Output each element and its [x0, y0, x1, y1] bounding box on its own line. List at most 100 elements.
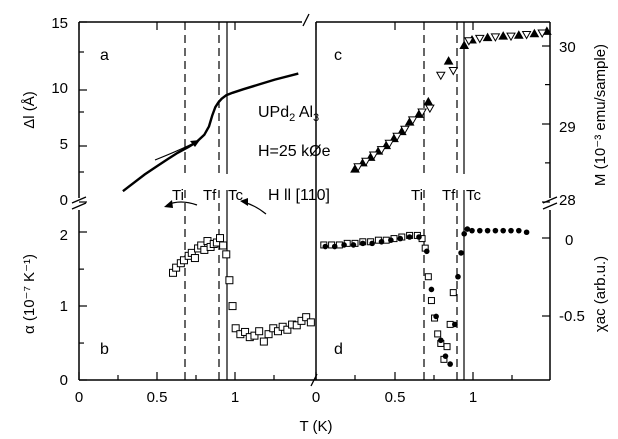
- data-point-c-filled: [482, 32, 493, 42]
- data-point-d-circle: [331, 243, 338, 250]
- xtick-left-0: 0: [75, 389, 83, 406]
- formula-mid: Al: [295, 104, 313, 121]
- panel-a-data: [122, 72, 299, 193]
- ytick-a-5: 5: [60, 136, 68, 153]
- ytick-b-1: 1: [60, 298, 68, 315]
- data-point-b: [228, 302, 237, 311]
- y-axis-title-d: χac (arb.u.): [592, 256, 609, 332]
- data-point-d-square: [443, 343, 451, 351]
- data-point-c-open: [392, 132, 402, 142]
- xtick-right-05: 0.5: [385, 389, 406, 406]
- xtick-right-0: 0: [312, 389, 320, 406]
- data-point-d-circle: [484, 227, 491, 234]
- data-point-d-circle: [406, 234, 413, 240]
- data-point-d-square: [434, 330, 442, 338]
- data-point-d-circle: [508, 227, 514, 234]
- data-point-b: [179, 256, 188, 265]
- data-point-b: [255, 327, 264, 336]
- data-point-c-filled: [443, 56, 454, 65]
- tc-label-right-text: Tc: [466, 187, 482, 204]
- field-label: H=25 kØe: [258, 143, 331, 160]
- tc-label-right: Tc: [466, 187, 482, 204]
- data-point-c-filled: [459, 40, 470, 49]
- series-line-a: [122, 72, 299, 193]
- break-mark-top: [302, 13, 310, 27]
- ytick-c-28: 28: [559, 192, 576, 209]
- data-point-c-open: [417, 108, 427, 118]
- data-point-c-open: [506, 32, 516, 42]
- ytick-d-neg05: -0.5: [559, 308, 585, 325]
- y-axis-title-a: Δl (Å): [21, 91, 38, 129]
- ytick-a-0: 0: [60, 192, 68, 209]
- data-point-d-circle: [369, 240, 375, 247]
- data-point-c-open: [521, 31, 532, 40]
- xtick-left-05: 0.5: [147, 389, 168, 406]
- ytick-c-29: 29: [559, 119, 576, 136]
- data-point-b: [273, 327, 282, 336]
- panel-d-data: [320, 226, 530, 367]
- break-mark-right: [542, 196, 558, 210]
- data-point-d-circle: [500, 227, 507, 234]
- tf-label-left: Tf: [203, 187, 217, 204]
- data-point-d-circle: [464, 226, 471, 232]
- data-point-c-open: [490, 33, 501, 42]
- data-point-d-circle: [423, 248, 430, 255]
- data-point-c-open: [353, 163, 363, 172]
- ti-label-left: Ti: [172, 187, 184, 204]
- data-point-b: [216, 234, 224, 243]
- data-point-c-open: [425, 104, 435, 114]
- y-axis-title-c: M (10⁻³ emu/sample): [592, 44, 609, 186]
- tf-label-right: Tf: [442, 187, 456, 204]
- data-point-c-filled: [513, 30, 524, 39]
- data-point-b: [250, 331, 259, 340]
- data-point-d-circle: [438, 337, 444, 344]
- data-point-c-open: [537, 29, 548, 38]
- data-point-d-circle: [523, 229, 530, 236]
- ytick-b-2: 2: [60, 227, 68, 244]
- arrow-b-left-head: [164, 200, 173, 208]
- markers-left: Ti Tf Tc: [172, 187, 244, 204]
- data-point-d-circle: [416, 234, 422, 240]
- data-point-d-circle: [458, 250, 464, 256]
- data-point-d-circle: [397, 235, 404, 242]
- data-point-d-circle: [447, 361, 453, 367]
- data-point-d-circle: [452, 321, 458, 328]
- ti-label-right: Ti: [411, 187, 423, 204]
- data-point-d-circle: [350, 242, 357, 248]
- data-point-b: [259, 337, 268, 346]
- data-point-c-filled: [423, 96, 434, 106]
- data-point-d-square: [427, 297, 435, 305]
- data-point-b: [302, 313, 311, 322]
- x-axis-title: T (K): [299, 418, 332, 435]
- panel-label-d: d: [334, 341, 343, 358]
- data-point-d-circle: [461, 231, 468, 237]
- tick-marks: [78, 21, 550, 381]
- formula-sub2: 3: [313, 112, 319, 124]
- data-point-c-open: [400, 125, 410, 135]
- panel-c-data: [350, 26, 552, 173]
- data-point-d-circle: [442, 353, 449, 359]
- panel-label-a: a: [100, 47, 109, 64]
- markers-right: Ti Tf Tc: [411, 187, 482, 204]
- panel-label-c: c: [334, 47, 342, 64]
- data-point-d-square: [449, 289, 457, 297]
- ytick-c-30: 30: [559, 39, 576, 56]
- data-point-c-open: [376, 146, 387, 155]
- data-point-c-open: [368, 151, 379, 161]
- data-point-b: [225, 276, 234, 285]
- data-point-b: [190, 254, 199, 263]
- ti-label-left-text: Ti: [172, 187, 184, 204]
- data-point-b: [231, 324, 240, 333]
- ytick-a-15: 15: [51, 15, 68, 32]
- data-point-b: [241, 327, 250, 336]
- panel-b-data: [169, 234, 315, 346]
- data-point-b: [219, 241, 228, 250]
- data-point-b: [292, 321, 301, 330]
- tc-label-left-text: Tc: [228, 187, 244, 204]
- arrow-heating-a: [154, 141, 197, 161]
- panel-label-b: b: [100, 341, 109, 358]
- data-point-b: [172, 263, 181, 272]
- xtick-right-1: 1: [469, 389, 477, 406]
- compound-formula: UPd2 Al3: [258, 104, 319, 124]
